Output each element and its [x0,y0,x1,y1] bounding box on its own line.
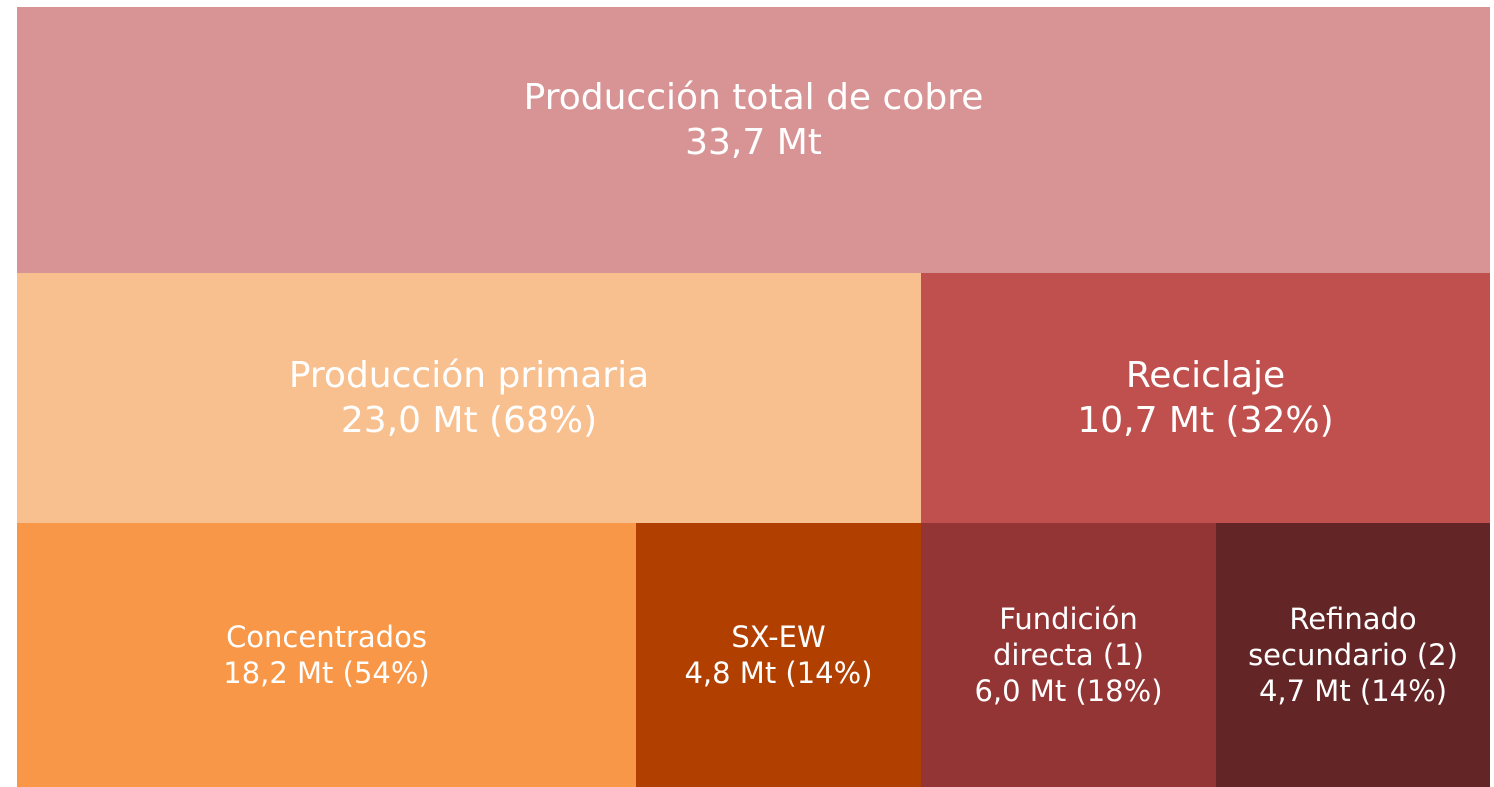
node-label: secundario (2) [1248,637,1458,672]
node-label: 4,7 Mt (14%) [1258,674,1448,709]
recycling-block: Reciclaje 10,7 Mt (32%) [921,273,1490,523]
node-label: SX-EW [731,619,826,654]
node-label: 4,8 Mt (14%) [684,656,873,690]
primary-block: Producción primaria 23,0 Mt (68%) [17,273,921,523]
node-label: 18,2 Mt (54%) [223,656,430,690]
node-label: Concentrados [226,619,427,654]
node-label: 6,0 Mt (18%) [974,674,1163,709]
node-label: 10,7 Mt (32%) [1077,400,1334,441]
node-label: directa (1) [993,637,1144,672]
total-block: Producción total de cobre 33,7 Mt [17,7,1490,273]
secondary-refining-block: Refinado secundario (2) 4,7 Mt (14%) [1216,523,1490,787]
node-label: 23,0 Mt (68%) [340,400,598,441]
node-label: Refinado [1289,601,1417,636]
node-label: 33,7 Mt [685,122,822,163]
direct-smelting-block: Fundición directa (1) 6,0 Mt (18%) [921,523,1216,787]
node-label: Producción primaria [288,355,650,396]
node-label: Reciclaje [1125,355,1286,396]
node-label: Producción total de cobre [523,77,984,118]
concentrates-block: Concentrados 18,2 Mt (54%) [17,523,636,787]
sxew-block: SX-EW 4,8 Mt (14%) [636,523,921,787]
node-label: Fundición [999,601,1138,636]
